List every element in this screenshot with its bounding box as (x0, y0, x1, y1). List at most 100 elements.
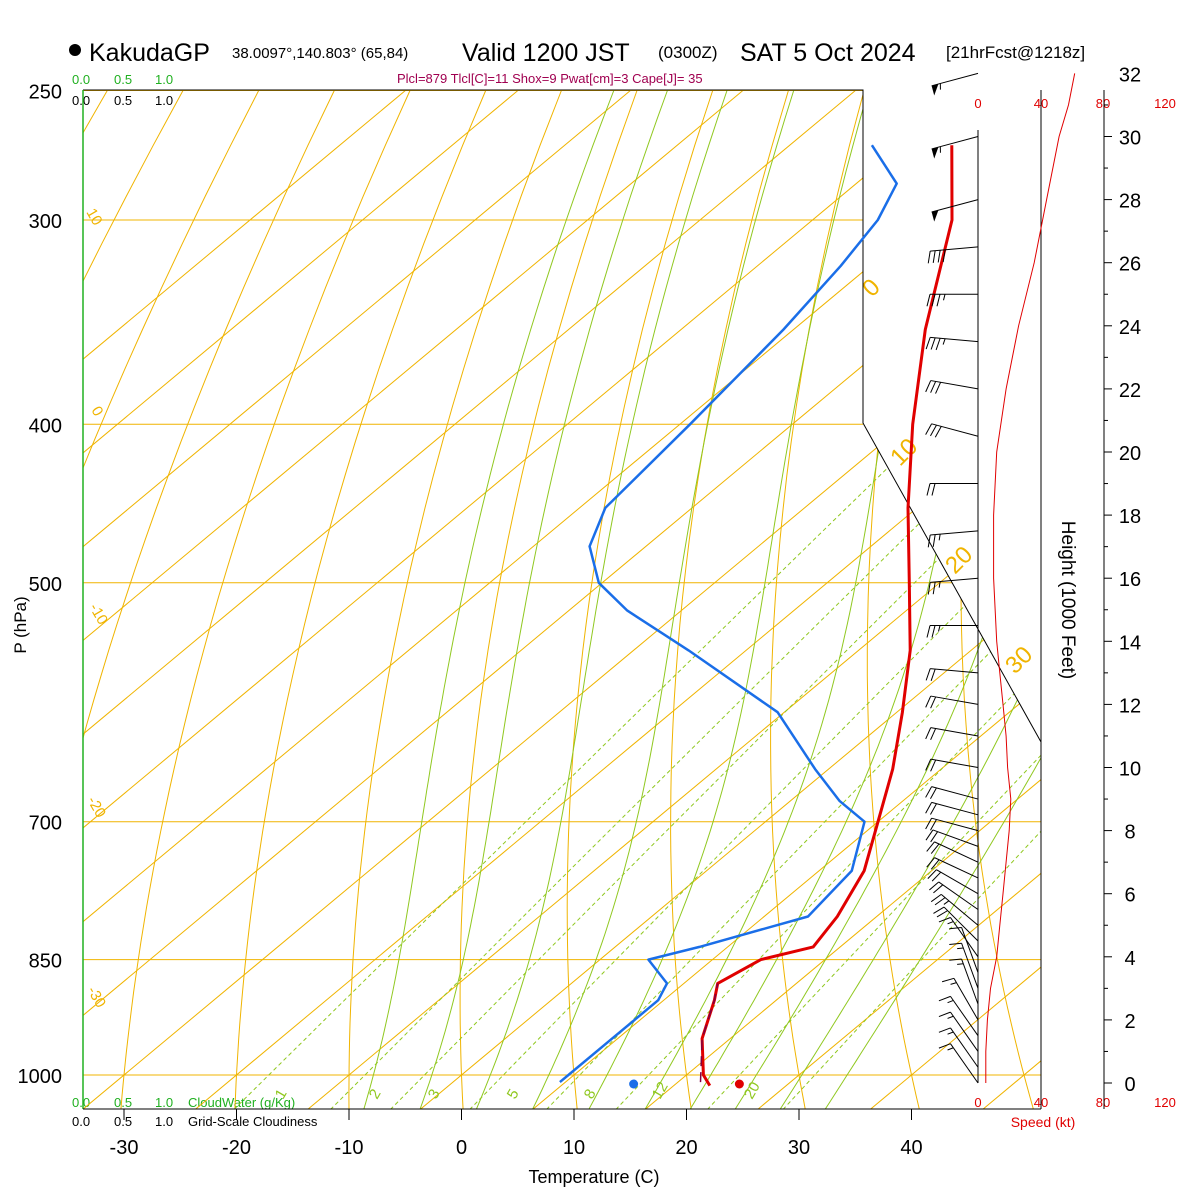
dry-adiabat-line (83, 90, 335, 1109)
isotherm-line (419, 90, 1041, 1109)
dry-adiabat-label: 10 (83, 206, 106, 229)
temperature-profile-line (700, 145, 954, 1087)
mixing-ratio-label: 2 (366, 1086, 385, 1102)
speed-top-tick-3: 120 (1154, 96, 1176, 111)
height-tick-label: 20 (1119, 443, 1141, 465)
wind-speed-line (985, 73, 1076, 1083)
cloud-bot-green-0: 0.0 (72, 1095, 90, 1110)
height-tick-label: 0 (1124, 1074, 1135, 1096)
wind-barb (925, 727, 979, 740)
wind-barb (931, 199, 979, 222)
height-tick-label: 8 (1124, 822, 1135, 844)
pressure-tick-label: 250 (29, 82, 62, 104)
moist-adiabat-line (531, 90, 804, 1109)
cloud-top-green-2: 1.0 (155, 72, 173, 87)
wind-barb (925, 336, 979, 351)
isotherm-line (757, 90, 1041, 1109)
station-dot-icon (69, 44, 81, 56)
dewpoint-profile-line (559, 144, 898, 1084)
temperature-tick-label: 10 (563, 1137, 585, 1159)
cloud-bot-black-2: 1.0 (155, 1114, 173, 1129)
mixing-ratio-label: 3 (425, 1086, 444, 1102)
speed-bottom-tick-2: 80 (1096, 1095, 1110, 1110)
cloud-top-green-1: 0.5 (114, 72, 132, 87)
height-tick-label: 30 (1119, 128, 1141, 150)
moist-adiabat-line (734, 90, 1041, 1109)
dry-adiabat-label: 30 (1000, 641, 1038, 679)
height-axis-label: Height (1000 Feet) (1057, 521, 1078, 679)
dry-adiabat-line (234, 90, 487, 1109)
wind-barb (927, 869, 979, 895)
cloud-top-green-0: 0.0 (72, 72, 90, 87)
cloud-scale-bottom: 0.0 0.5 1.0 CloudWater (g/Kg) 0.0 0.5 1.… (72, 1095, 318, 1129)
wind-barb (925, 786, 979, 800)
pressure-tick-label: 700 (29, 813, 62, 835)
wind-barb (949, 926, 979, 973)
cloud-scale-top: 0.0 0.5 1.0 0.0 0.5 1.0 (72, 72, 173, 108)
pressure-tick-label: 500 (29, 574, 62, 596)
mixing-ratio-line (782, 423, 1041, 1109)
wind-barb (938, 1027, 979, 1068)
dry-adiabat-label: 0 (88, 404, 107, 420)
dry-adiabat-line (120, 90, 411, 1109)
pressure-tick-label: 1000 (18, 1066, 63, 1088)
isotherm-line (83, 90, 1041, 1109)
cloud-bot-green-2: 1.0 (155, 1095, 173, 1110)
isotherm-line (982, 90, 1041, 1109)
height-tick-label: 14 (1119, 632, 1141, 654)
wind-barb (925, 668, 979, 681)
indices-line: Plcl=879 Tlcl[C]=11 Shox=9 Pwat[cm]=3 Ca… (397, 71, 703, 86)
height-tick-label: 2 (1124, 1011, 1135, 1033)
header: KakudaGP 38.0097°,140.803° (65,84) Valid… (69, 39, 1085, 86)
temperature-tick-label: 30 (788, 1137, 810, 1159)
dry-adiabat-line (670, 90, 789, 1109)
utc-time: (0300Z) (658, 43, 718, 62)
dry-adiabat-line (459, 90, 638, 1109)
height-tick-label: 12 (1119, 695, 1141, 717)
wind-barb (925, 829, 979, 847)
station-coords: 38.0097°,140.803° (65,84) (232, 45, 408, 62)
dry-adiabat-line (83, 90, 260, 1109)
wind-barb (938, 917, 979, 958)
wind-barb (927, 530, 979, 548)
pressure-tick-label: 850 (29, 951, 62, 973)
dry-adiabat-line (566, 90, 714, 1109)
wind-barb (926, 857, 979, 879)
dry-adiabat-line (1140, 91, 1200, 1110)
moist-adiabat-line (644, 90, 960, 1109)
moist-adiabat-line (824, 90, 1041, 1109)
dry-adiabat-label: -20 (84, 794, 110, 821)
wind-barb (938, 1011, 979, 1052)
wind-barb (926, 483, 978, 496)
isotherm-line (83, 90, 441, 1109)
cloud-top-black-2: 1.0 (155, 93, 173, 108)
dry-adiabat-label: 20 (940, 541, 978, 579)
cloud-bot-black-1: 0.5 (114, 1114, 132, 1129)
moist-adiabat-line (779, 90, 1041, 1109)
height-tick-label: 28 (1119, 191, 1141, 213)
wind-barb (926, 625, 978, 638)
temperature-axis-label: Temperature (C) (528, 1167, 659, 1187)
wind-barb (931, 72, 979, 96)
height-tick-label: 4 (1124, 948, 1135, 970)
speed-axis-label: Speed (kt) (1011, 1114, 1076, 1130)
cloud-top-black-0: 0.0 (72, 93, 90, 108)
temperature-tick-label: 40 (900, 1137, 922, 1159)
speed-bottom-tick-0: 0 (974, 1095, 981, 1110)
mixing-ratio-line (233, 423, 933, 1109)
isotherm-line (83, 90, 778, 1109)
temperature-tick-label: 20 (675, 1137, 697, 1159)
wind-barb (925, 695, 979, 709)
isotherm-line (83, 90, 1041, 1109)
isotherm-line (83, 90, 891, 1109)
moist-adiabat-line (475, 90, 738, 1109)
mixing-ratio-label: 12 (649, 1079, 672, 1102)
temperature-tick-label: -30 (110, 1137, 139, 1159)
wind-barb (926, 841, 979, 863)
wind-barb (949, 958, 979, 1005)
grid-cloudiness-label: Grid-Scale Cloudiness (188, 1114, 318, 1129)
dry-adiabat-line (770, 90, 865, 1109)
dry-adiabat-label: -10 (86, 601, 112, 628)
